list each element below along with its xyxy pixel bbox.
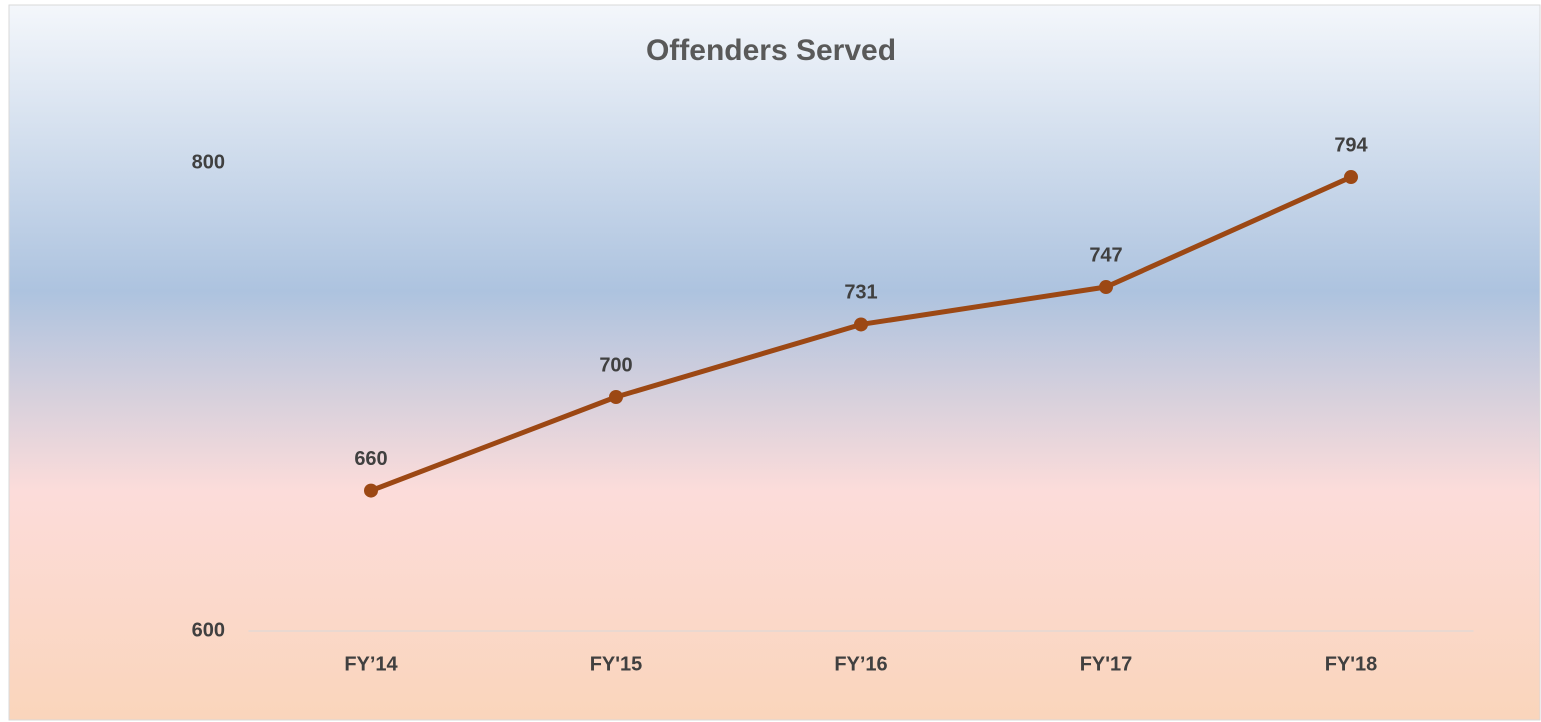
data-point	[609, 390, 623, 404]
x-tick-label: FY’16	[834, 653, 887, 675]
chart-background	[8, 4, 1541, 721]
chart-title: Offenders Served	[646, 34, 896, 67]
data-point	[1344, 170, 1358, 185]
data-label: 660	[354, 448, 387, 470]
x-tick-label: FY'15	[590, 653, 643, 675]
x-tick-label: FY'17	[1080, 653, 1133, 675]
data-point	[1099, 280, 1113, 295]
data-label: 747	[1089, 244, 1122, 266]
data-point	[364, 483, 378, 498]
y-tick-label: 800	[192, 151, 225, 173]
x-tick-label: FY’14	[344, 653, 398, 675]
x-tick-label: FY'18	[1325, 653, 1378, 675]
y-tick-label: 600	[192, 619, 225, 641]
data-label: 731	[844, 282, 877, 304]
data-label: 700	[599, 354, 632, 376]
data-label: 794	[1334, 134, 1368, 156]
data-point	[854, 317, 868, 332]
